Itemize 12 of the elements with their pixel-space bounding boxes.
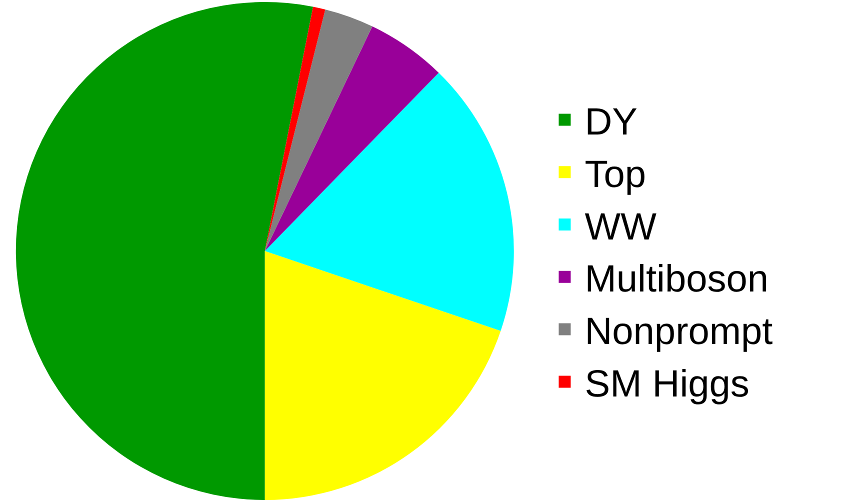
- legend-label: SM Higgs: [584, 364, 750, 406]
- legend-label: Top: [584, 154, 646, 196]
- pie-slice: [264, 6, 326, 251]
- legend-label: Nonprompt: [584, 311, 774, 354]
- legend-label: WW: [584, 206, 657, 248]
- pie-slice: [264, 9, 372, 251]
- pie-slice: [264, 26, 439, 251]
- pie-slice: [264, 72, 514, 331]
- legend-label: Multiboson: [584, 258, 768, 301]
- pie-slice: [264, 251, 501, 500]
- pie-slice: [16, 2, 314, 500]
- legend-label: DY: [584, 102, 638, 144]
